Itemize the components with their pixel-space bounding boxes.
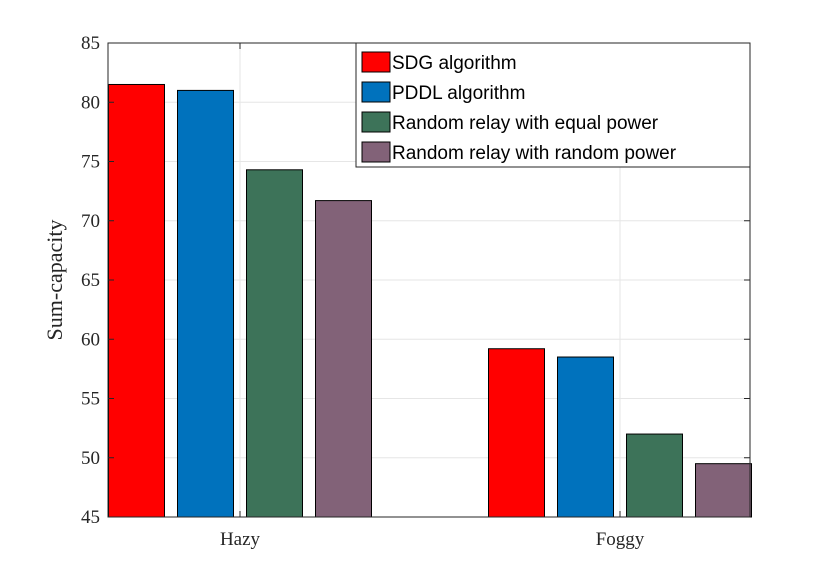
x-tick-label-hazy: Hazy	[220, 529, 261, 550]
legend-label: PDDL algorithm	[392, 83, 525, 104]
y-tick-label: 80	[81, 92, 100, 113]
bars	[108, 83, 752, 518]
legend-swatch	[361, 141, 391, 163]
y-axis: 45 50 55 60 65 70 75 80 85	[81, 33, 750, 528]
y-tick-label: 85	[81, 33, 100, 54]
x-tick-label-foggy: Foggy	[596, 529, 645, 550]
bar-hazy-4	[315, 200, 372, 518]
legend-label: Random relay with random power	[392, 143, 677, 164]
y-axis-label: Sum-capacity	[42, 220, 67, 341]
y-tick-label: 55	[81, 389, 100, 410]
bar-hazy-3	[246, 169, 303, 518]
legend-label: Random relay with equal power	[392, 113, 659, 134]
y-tick-label: 70	[81, 211, 100, 232]
bar-foggy-1	[488, 348, 545, 518]
legend-box	[355, 42, 751, 168]
y-tick-label: 65	[81, 270, 100, 291]
legend-swatch	[361, 81, 391, 103]
y-tick-label: 50	[81, 448, 100, 469]
bar-hazy-2	[177, 89, 234, 518]
x-axis: Hazy Foggy	[220, 43, 645, 550]
bar-foggy-4	[695, 463, 752, 518]
bar-hazy-1	[108, 83, 165, 518]
y-tick-label: 75	[81, 152, 100, 173]
legend-label: SDG algorithm	[392, 53, 517, 74]
y-tick-label: 60	[81, 329, 100, 350]
legend-swatch	[361, 51, 391, 73]
y-tick-label: 45	[81, 507, 100, 528]
legend: SDG algorithm PDDL algorithm Random relay …	[355, 42, 751, 168]
legend-swatch	[361, 111, 391, 133]
bar-foggy-2	[557, 356, 614, 518]
bar-foggy-3	[626, 433, 683, 518]
